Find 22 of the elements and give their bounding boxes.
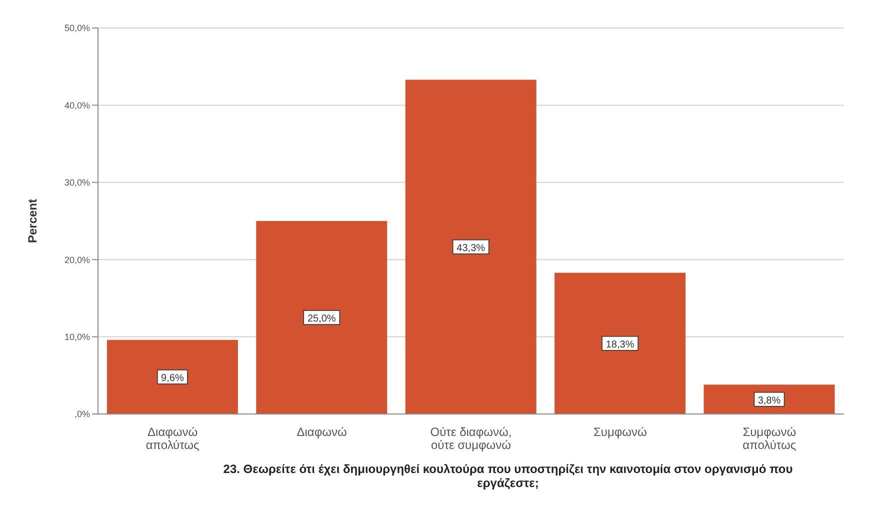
bar <box>256 221 388 414</box>
x-tick-label: Ούτε διαφωνώ, ούτε συμφωνώ <box>430 425 512 452</box>
y-tick-label: 20,0% <box>64 254 90 265</box>
data-label: 3,8% <box>758 395 781 406</box>
x-tick-label: Διαφωνώ <box>296 425 347 439</box>
y-tick-label: 30,0% <box>64 178 90 188</box>
y-axis-title: Percent <box>25 198 40 244</box>
y-tick-label: 10,0% <box>64 332 90 342</box>
y-tick-label: 50,0% <box>64 23 90 34</box>
x-axis-title: 23. Θεωρείτε ότι έχει δημιουργηθεί κουλτούρα που υποστηρίζει την καινοτομία στον οργανισμό που εργάζεστε; <box>222 462 794 490</box>
bar <box>554 272 686 414</box>
data-label: 25,0% <box>307 314 336 324</box>
data-label: 43,3% <box>456 242 486 254</box>
y-tick-label: ,0% <box>74 409 90 420</box>
y-tick-label: 40,0% <box>64 100 90 110</box>
bar <box>106 340 238 414</box>
x-tick-label: Διαφωνώ απολύτως <box>146 425 200 452</box>
bar <box>405 80 536 414</box>
data-label: 9,6% <box>161 372 184 384</box>
x-tick-label: Συμφωνώ απολύτως <box>742 425 796 452</box>
x-tick-label: Συμφωνώ <box>593 425 647 439</box>
data-label: 18,3% <box>606 339 634 350</box>
